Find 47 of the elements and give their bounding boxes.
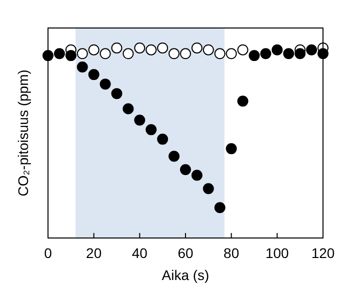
point [202, 44, 214, 56]
point [88, 44, 100, 56]
point [111, 88, 122, 100]
point [214, 202, 226, 214]
point [226, 143, 237, 154]
y-axis-title: CO₂-pitoisuus (ppm) [15, 70, 31, 196]
point [134, 114, 146, 126]
point [260, 48, 272, 60]
point [54, 48, 65, 60]
point [100, 78, 111, 90]
point [122, 103, 134, 114]
point [191, 170, 202, 181]
point [237, 96, 248, 107]
point [111, 42, 122, 54]
x-tick-label: 20 [86, 245, 102, 261]
point [283, 48, 294, 60]
point [318, 48, 328, 60]
point [100, 48, 111, 60]
x-tick-label: 120 [311, 245, 335, 261]
point [168, 150, 180, 162]
point [157, 134, 168, 145]
point [248, 50, 260, 62]
x-axis-title: Aika (s) [162, 267, 210, 283]
point [88, 69, 100, 80]
x-tick-label: 80 [224, 245, 240, 261]
point [202, 183, 214, 194]
point [168, 48, 180, 60]
point [42, 50, 54, 62]
point [180, 164, 191, 176]
point [272, 44, 283, 56]
point [294, 48, 306, 60]
point [191, 42, 202, 54]
point [134, 42, 146, 54]
point [306, 44, 318, 56]
point [180, 48, 191, 60]
point [122, 48, 134, 60]
point [146, 44, 157, 56]
point [146, 124, 157, 136]
point [65, 50, 76, 62]
x-tick-label: 0 [44, 245, 52, 261]
point [76, 61, 88, 72]
x-tick-label: 40 [132, 245, 148, 261]
x-tick-label: 100 [265, 245, 290, 261]
x-tick-label: 60 [178, 245, 194, 261]
point [157, 42, 168, 54]
point [76, 48, 88, 60]
point [214, 48, 226, 60]
